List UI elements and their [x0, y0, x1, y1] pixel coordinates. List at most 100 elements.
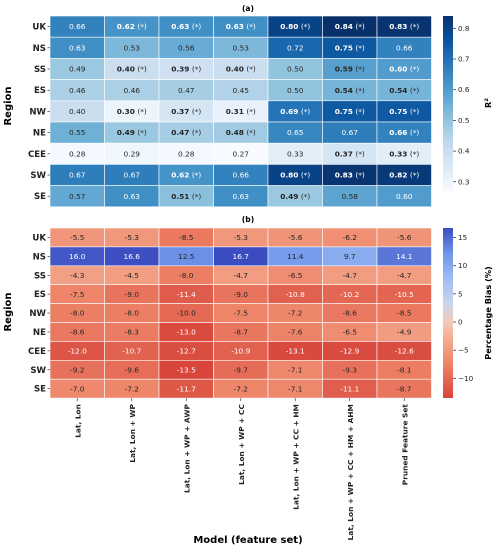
- bias-cell-label: -6.2: [343, 233, 357, 242]
- r2-cell-label: 0.48 (*): [226, 128, 256, 137]
- bias-cell-label: -4.9: [397, 328, 412, 337]
- bias-cell-label: -8.5: [179, 233, 194, 242]
- bias-cell-label: -7.1: [288, 384, 303, 393]
- r2-cell-label: 0.47 (*): [171, 128, 201, 137]
- colorbar-tick-label: 0.4: [458, 147, 470, 156]
- region-label: SE: [34, 192, 46, 202]
- r2-cell-label: 0.55: [69, 128, 86, 137]
- r2-cell-label: 0.31 (*): [226, 107, 256, 116]
- r2-cell-label: 0.49: [69, 65, 86, 74]
- r2-colorbar-label: R²: [483, 98, 493, 108]
- bias-cell-label: -7.0: [70, 384, 85, 393]
- r2-cell-label: 0.75 (*): [389, 107, 419, 116]
- bias-cell-label: -8.7: [234, 328, 249, 337]
- r2-cell-label: 0.69 (*): [280, 107, 310, 116]
- bias-cell-label: -9.2: [70, 365, 84, 374]
- r2-cell-label: 0.53: [124, 43, 141, 52]
- bias-cell-label: -4.7: [343, 271, 358, 280]
- bias-cell-label: -11.4: [177, 290, 196, 299]
- bias-cell-label: -9.7: [234, 365, 249, 374]
- bias-cell-label: -5.6: [288, 233, 303, 242]
- r2-colorbar-gradient: [443, 16, 453, 191]
- model-label: Lat, Lon + WP + CC + HM + AHM: [346, 404, 355, 540]
- r2-cell-label: 0.29: [124, 149, 141, 158]
- r2-cell-label: 0.67: [69, 171, 86, 180]
- r2-cell-label: 0.80 (*): [280, 22, 310, 31]
- r2-cell-label: 0.63: [233, 192, 250, 201]
- region-label: NW: [29, 107, 46, 117]
- bias-cell-label: -8.0: [125, 309, 140, 318]
- r2-cell-label: 0.59 (*): [335, 65, 365, 74]
- r2-cells: 0.66 0.62 (*) 0.63 (*) 0.63 (*) 0.80 (*) 0.84…: [49, 15, 432, 208]
- bias-cell-label: -12.0: [68, 346, 87, 355]
- r2-cell-label: 0.49 (*): [280, 192, 310, 201]
- r2-cell-label: 0.46: [124, 86, 141, 95]
- bias-cell-label: -4.7: [397, 271, 412, 280]
- bias-cell-label: -13.1: [286, 346, 305, 355]
- panel-a-title: (a): [242, 4, 254, 13]
- r2-cell-label: 0.45: [233, 86, 250, 95]
- r2-cell-label: 0.51 (*): [171, 192, 201, 201]
- r2-cell-label: 0.60: [396, 192, 413, 201]
- bias-cell-label: -7.5: [234, 309, 249, 318]
- region-label: NE: [33, 328, 46, 338]
- region-label: NS: [33, 252, 46, 262]
- colorbar-tick-label: 15: [458, 233, 467, 242]
- model-label: Lat, Lon + WP: [128, 404, 137, 463]
- bias-cell-label: -7.6: [288, 328, 303, 337]
- bias-cells: -5.5 -5.3 -8.5 -5.3 -5.6 -6.2 -5.6 16.0 16.6 12.5…: [49, 227, 432, 399]
- r2-cell-label: 0.28: [178, 149, 195, 158]
- region-label: SS: [34, 271, 46, 281]
- bias-cell-label: -9.0: [125, 290, 140, 299]
- region-label: CEE: [28, 150, 46, 160]
- bias-cell-label: -8.7: [397, 384, 412, 393]
- region-label: SE: [34, 385, 46, 395]
- bias-cell-label: -7.5: [70, 290, 85, 299]
- panel-b-title: (b): [242, 215, 254, 224]
- bias-cell-label: -10.8: [286, 290, 305, 299]
- model-label: Pruned Feature Set: [400, 404, 409, 486]
- model-label: Lat, Lon: [73, 404, 82, 438]
- r2-cell-label: 0.84 (*): [335, 22, 365, 31]
- bias-cell-label: 16.6: [124, 252, 141, 261]
- bias-cell-label: -5.3: [234, 233, 249, 242]
- bias-colorbar: −10 −5 0 5 10 15 Percentage Bias (%): [443, 228, 493, 398]
- r2-cell-label: 0.66: [396, 43, 413, 52]
- r2-cell-label: 0.83 (*): [335, 171, 365, 180]
- region-label: NS: [33, 44, 46, 54]
- bias-cell-label: 11.4: [287, 252, 304, 261]
- colorbar-tick-label: 0.6: [458, 85, 470, 94]
- r2-cell-label: 0.49 (*): [117, 128, 147, 137]
- bias-cell-label: -5.3: [125, 233, 140, 242]
- r2-colorbar: 0.3 0.4 0.5 0.6 0.7 0.8 R²: [443, 16, 493, 191]
- bias-cell-label: -8.6: [70, 328, 85, 337]
- r2-cell-label: 0.50: [287, 86, 304, 95]
- r2-cell-label: 0.39 (*): [171, 65, 201, 74]
- r2-cell-label: 0.65: [287, 128, 304, 137]
- r2-cell-label: 0.63: [124, 192, 141, 201]
- bias-cell-label: 9.7: [344, 252, 356, 261]
- bias-cell-label: -12.7: [177, 346, 196, 355]
- r2-cell-label: 0.75 (*): [335, 107, 365, 116]
- bias-cell-label: -7.2: [234, 384, 248, 393]
- model-label: Lat, Lon + WP + CC + HM: [291, 404, 300, 510]
- r2-cell-label: 0.75 (*): [335, 43, 365, 52]
- model-label: Lat, Lon + WP + AWP: [182, 404, 191, 493]
- region-label: UK: [32, 23, 46, 33]
- model-label: Lat, Lon + WP + CC: [237, 404, 246, 485]
- bias-cell-label: -8.1: [397, 365, 412, 374]
- region-label: CEE: [28, 347, 46, 357]
- r2-cell-label: 0.66 (*): [389, 128, 419, 137]
- bias-cell-label: -13.0: [177, 328, 196, 337]
- panel-b-bias-heatmap: (b) -5.5 -5.3 -8.5 -5.3 -5.6 -6.2 -5.6 16.0 16.6…: [3, 215, 493, 546]
- panel-a-ylabel: Region: [3, 86, 14, 125]
- r2-cell-label: 0.62 (*): [171, 171, 201, 180]
- bias-cell-label: -10.2: [340, 290, 359, 299]
- r2-cell-label: 0.58: [342, 192, 359, 201]
- panel-b-ylabel: Region: [3, 292, 14, 331]
- r2-cell-label: 0.83 (*): [389, 22, 419, 31]
- bias-cell-label: 14.1: [396, 252, 413, 261]
- bias-cell-label: -9.3: [343, 365, 358, 374]
- region-label: UK: [32, 233, 46, 243]
